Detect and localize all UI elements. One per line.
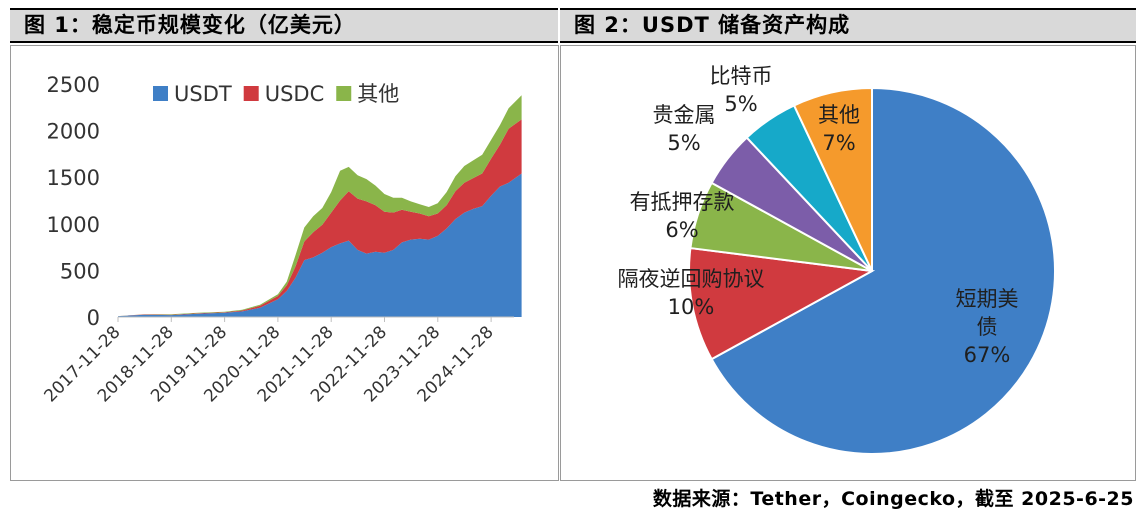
pie-slice-1 [688,246,876,361]
y-tick-label: 2500 [47,73,100,97]
pie-category-label-3: 贵金属 [653,103,716,127]
y-tick-label: 1000 [47,213,100,237]
pie-category-label-5: 其他 [818,103,860,127]
area-series-2 [118,95,522,317]
legend-swatch-1 [243,86,259,101]
pie-pct-label-5: 7% [822,131,855,155]
legend-label-2: 其他 [357,82,399,106]
pie-pct-label-2: 6% [665,218,698,242]
pie-pct-label-3: 5% [667,131,700,155]
stablecoin-area-chart: 050010001500200025002017-11-282018-11-28… [41,73,522,406]
data-source-note: 数据来源：Tether，Coingecko，截至 2025-6-25 [652,488,1134,510]
legend-label-1: USDC [265,82,325,106]
legend-label-0: USDT [174,82,232,106]
pie-category-label-0: 债 [977,315,998,339]
pie-category-label-2: 有抵押存款 [630,190,735,214]
y-tick-label: 0 [87,306,100,330]
pie-pct-label-1: 10% [668,295,715,319]
pie-pct-label-0: 67% [964,343,1011,367]
pie-slice-0 [710,86,1056,455]
y-tick-label: 500 [60,259,100,283]
stablecoin-area-chart-panel: 0 500 1000 1500 2000 2500 2017-11-28 2018-11-28… [10,45,559,481]
area-series-0 [118,173,522,317]
pie-category-label-0: 短期美 [956,287,1019,311]
pie-slice-5 [792,86,873,272]
legend-swatch-0 [153,86,168,101]
y-tick-label: 2000 [47,120,100,144]
area-series-1 [118,119,522,317]
pie-category-label-4: 比特币 [710,64,773,88]
y-tick-label: 1500 [47,166,100,190]
pie-category-label-1: 隔夜逆回购协议 [618,267,765,291]
pie-pct-label-4: 5% [724,92,757,116]
figure2-title: 图 2：USDT 储备资产构成 [560,8,1136,43]
legend-swatch-2 [336,86,352,101]
figure1-title: 图 1：稳定币规模变化（亿美元） [10,8,558,43]
usdt-reserve-pie-panel: 短期美债 67% 隔夜逆回购协议 10% 有抵押存款 6% 贵金属 5% 比特币 5% 其他 7% [560,45,1136,481]
